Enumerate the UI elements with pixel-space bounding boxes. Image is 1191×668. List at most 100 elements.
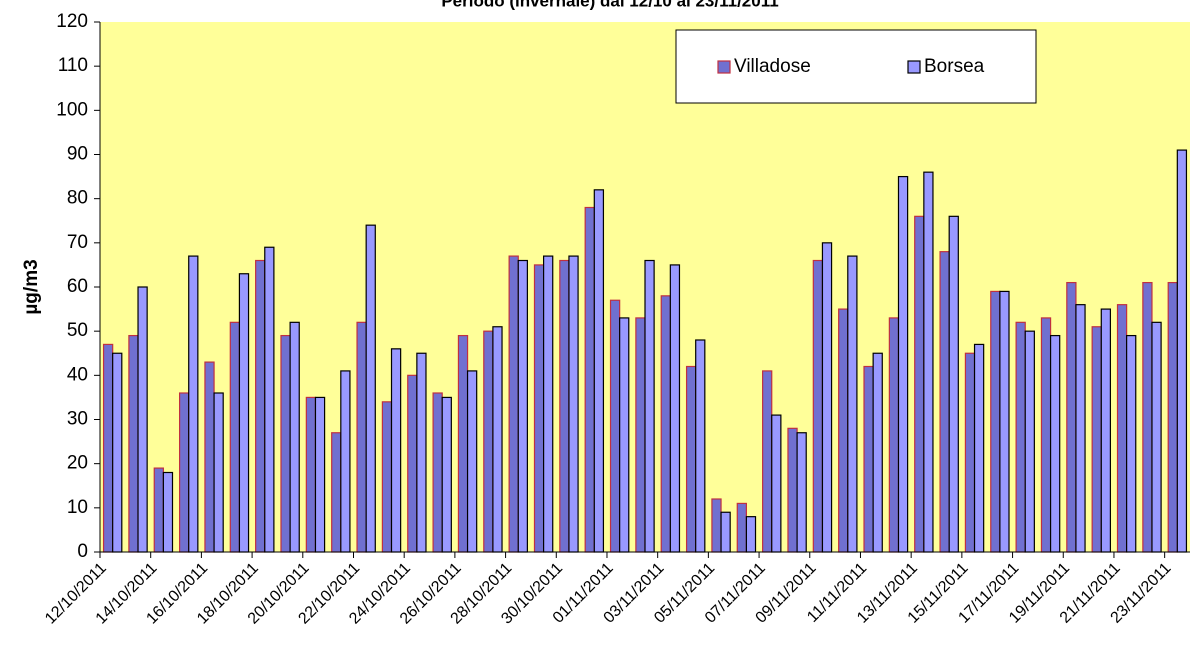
bar [584, 206, 595, 553]
bar [255, 259, 266, 553]
bar [914, 215, 925, 553]
y-tick-label: 30 [67, 409, 88, 430]
bar [685, 365, 697, 553]
bar [1075, 304, 1086, 553]
y-tick-label: 90 [67, 144, 88, 165]
bar [407, 374, 418, 553]
bar [1091, 326, 1102, 553]
bar [1066, 281, 1077, 553]
y-tick-label: 120 [56, 11, 88, 32]
bar [872, 352, 883, 553]
bar [990, 290, 1001, 553]
bar [102, 343, 114, 553]
bar [466, 370, 478, 553]
bar [280, 334, 291, 553]
chart-title: Periodo (invernale) dal 12/10 al 23/11/2… [441, 0, 778, 10]
bar [1116, 304, 1128, 553]
bar [1176, 149, 1188, 553]
legend-swatch [907, 60, 921, 74]
bar [619, 317, 630, 553]
y-tick-label: 0 [77, 541, 88, 562]
bar [1142, 281, 1153, 553]
bar [1100, 308, 1112, 553]
bar [1040, 317, 1052, 553]
bar [264, 246, 275, 553]
bar [356, 321, 367, 553]
bar [669, 264, 681, 553]
bar [457, 334, 469, 553]
bar [441, 396, 452, 553]
bar [340, 370, 351, 553]
bar [492, 326, 503, 553]
bar [1024, 330, 1035, 553]
bar [188, 255, 199, 553]
bar [381, 401, 393, 553]
bar [973, 343, 985, 553]
bar [1049, 334, 1061, 553]
bar [745, 516, 757, 553]
bar [432, 392, 443, 553]
bar [1015, 321, 1026, 553]
bar [213, 392, 224, 553]
bar [888, 317, 900, 553]
bar [821, 242, 833, 553]
bar [508, 255, 519, 553]
bar [517, 259, 528, 553]
bar [999, 290, 1010, 553]
y-axis-label: µg/m3 [21, 259, 42, 314]
y-tick-label: 40 [67, 364, 88, 385]
bar [812, 259, 824, 553]
bar [796, 432, 807, 553]
bar [609, 299, 621, 553]
bar [289, 321, 300, 553]
bar [863, 365, 874, 553]
bar [1167, 281, 1178, 553]
bar [897, 175, 909, 553]
bar [112, 352, 123, 553]
bar [137, 286, 148, 553]
bar [568, 255, 579, 553]
bar [390, 348, 402, 553]
bar [153, 467, 164, 553]
y-tick-label: 100 [56, 99, 88, 120]
bar [787, 427, 798, 553]
legend-box [675, 29, 1037, 104]
bar [939, 251, 950, 553]
legend-swatch [717, 60, 731, 74]
legend-label: Borsea [924, 56, 985, 77]
legend-label: Villadose [734, 56, 811, 77]
y-tick-label: 50 [67, 320, 88, 341]
bar [229, 321, 241, 553]
bar [762, 370, 773, 553]
bar [695, 339, 706, 553]
bar [660, 295, 671, 553]
bar [964, 352, 976, 553]
bar [923, 171, 934, 553]
y-tick-label: 60 [67, 276, 88, 297]
bar [238, 273, 250, 553]
bar [635, 317, 646, 553]
bar [736, 502, 747, 553]
bar [593, 189, 605, 553]
y-tick-label: 80 [67, 188, 88, 209]
bar [644, 259, 655, 553]
y-tick-label: 10 [67, 497, 88, 518]
bar [204, 361, 215, 553]
bar [838, 308, 849, 553]
bar [416, 352, 427, 553]
bar [711, 498, 722, 553]
bar [365, 224, 376, 553]
y-tick-label: 110 [58, 55, 88, 76]
bar [559, 259, 570, 553]
bar [543, 255, 554, 553]
bar [1126, 334, 1137, 553]
y-tick-label: 20 [67, 453, 88, 474]
bar [948, 215, 959, 553]
bar [720, 511, 731, 553]
bar [314, 396, 326, 553]
bar [771, 414, 782, 553]
y-tick-label: 70 [67, 232, 88, 253]
bar [128, 334, 139, 553]
bar [483, 330, 494, 553]
